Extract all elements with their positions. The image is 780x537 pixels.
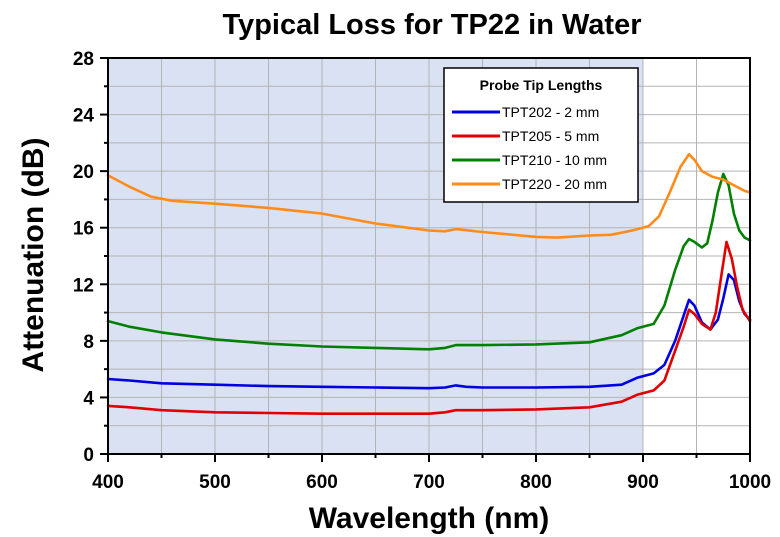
y-axis-label: Attenuation (dB)	[17, 138, 50, 373]
y-tick-label: 0	[83, 445, 94, 466]
y-tick-labels: 0 4 8 12 16 20 24 28	[73, 49, 95, 466]
legend-label: TPT205 - 5 mm	[502, 128, 599, 144]
x-tick-label: 800	[520, 472, 552, 493]
x-tick-label: 400	[92, 472, 124, 493]
x-tick-label: 1000	[729, 472, 771, 493]
y-tick-label: 12	[73, 275, 94, 296]
x-axis-label: Wavelength (nm)	[309, 502, 550, 535]
x-tick-label: 500	[199, 472, 231, 493]
legend-title: Probe Tip Lengths	[480, 77, 603, 93]
series-layer	[106, 152, 752, 415]
legend-label: TPT210 - 10 mm	[502, 152, 607, 168]
x-tick-label: 900	[627, 472, 659, 493]
series-line-1	[106, 273, 752, 390]
legend-label: TPT220 - 20 mm	[502, 176, 607, 192]
series-line-2	[106, 240, 752, 415]
y-tick-label: 16	[73, 219, 94, 240]
legend: Probe Tip Lengths TPT202 - 2 mm TPT205 - …	[443, 67, 639, 203]
y-tick-label: 20	[73, 162, 94, 183]
series-line-3	[106, 172, 752, 351]
x-tick-label: 600	[306, 472, 338, 493]
chart-title: Typical Loss for TP22 in Water	[223, 9, 642, 41]
y-tick-label: 24	[73, 106, 95, 127]
y-tick-label: 8	[83, 332, 94, 353]
axis-ticks	[100, 57, 751, 462]
x-tick-label: 700	[413, 472, 445, 493]
x-tick-labels: 400 500 600 700 800 900 1000	[92, 472, 771, 493]
y-tick-label: 28	[73, 49, 94, 70]
series-line-4	[106, 152, 752, 239]
legend-label: TPT202 - 2 mm	[502, 104, 599, 120]
y-tick-label: 4	[83, 388, 94, 409]
